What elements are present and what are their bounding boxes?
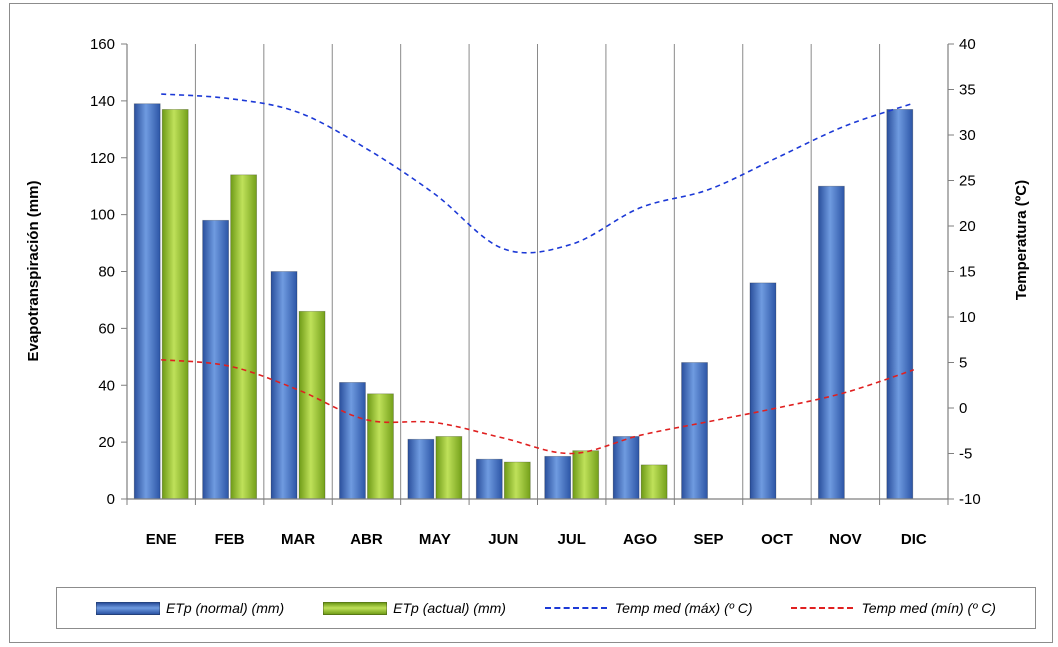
y-tick-label: 100 — [90, 207, 115, 224]
bar-etp-actual-ago — [640, 464, 668, 500]
legend-label: ETp (normal) (mm) — [165, 600, 285, 616]
legend-label: ETp (actual) (mm) — [393, 600, 506, 616]
y-tick-label: 60 — [98, 320, 115, 337]
y-tick-label: 0 — [107, 491, 115, 508]
bar-etp-normal-jun — [475, 458, 503, 500]
line-temp-min — [161, 358, 915, 455]
y2-tick-label: 35 — [959, 82, 976, 99]
bar-etp-actual-ene — [161, 109, 189, 500]
x-tick-label: MAY — [419, 531, 451, 548]
y-tick-label: 80 — [98, 264, 115, 281]
y2-tick-label: 40 — [959, 36, 976, 53]
y-axis-title: Evapotranspiración (mm) — [25, 181, 42, 362]
x-tick-label: MAR — [281, 531, 315, 548]
bar-etp-normal-sep — [681, 362, 708, 500]
bar-etp-normal-dic — [886, 109, 914, 500]
bar-etp-actual-feb — [230, 174, 258, 500]
y2-tick-label: 10 — [959, 309, 976, 326]
bar-etp-normal-ago — [612, 436, 640, 500]
chart-legend: ETp (normal) (mm) ETp (actual) (mm) Temp m… — [56, 587, 1036, 629]
bar-etp-actual-mar — [298, 310, 326, 500]
legend-label: Temp med (mín) (º C) — [861, 600, 996, 616]
y2-tick-label: 20 — [959, 218, 976, 235]
bar-etp-normal-ene — [133, 103, 161, 500]
x-tick-label: SEP — [694, 531, 724, 548]
y2-tick-label: 25 — [959, 173, 976, 190]
x-tick-label: OCT — [761, 531, 793, 548]
y-tick-label: 20 — [98, 434, 115, 451]
legend-item: ETp (normal) (mm) — [95, 600, 285, 616]
bar-etp-actual-may — [435, 436, 463, 500]
y-tick-label: 160 — [90, 36, 115, 53]
y-tick-label: 140 — [90, 93, 115, 110]
legend-swatch — [95, 601, 160, 615]
y2-tick-label: -5 — [959, 446, 972, 463]
bar-etp-normal-jul — [544, 455, 572, 500]
bar-etp-actual-jul — [572, 450, 600, 500]
legend-item: Temp med (máx) (º C) — [544, 600, 753, 616]
x-tick-label: JUL — [558, 531, 586, 548]
bar-etp-normal-oct — [749, 282, 777, 500]
bar-etp-normal-abr — [339, 382, 366, 500]
legend-swatch — [791, 607, 854, 609]
bar-etp-normal-feb — [202, 219, 230, 500]
bar-etp-actual-abr — [367, 393, 394, 500]
y-tick-label: 40 — [98, 377, 115, 394]
x-tick-label: NOV — [829, 531, 862, 548]
x-tick-label: ENE — [146, 531, 177, 548]
y2-tick-label: 0 — [959, 400, 967, 417]
bar-etp-normal-mar — [270, 271, 298, 500]
line-temp-max — [161, 93, 915, 254]
x-tick-label: AGO — [623, 531, 658, 548]
y-tick-label: 120 — [90, 150, 115, 167]
legend-swatch — [544, 607, 607, 609]
x-tick-label: ABR — [350, 531, 383, 548]
y2-axis-title: Temperatura (ºC) — [1013, 180, 1030, 300]
y2-tick-label: 5 — [959, 355, 967, 372]
legend-item: ETp (actual) (mm) — [323, 600, 506, 616]
bar-etp-actual-jun — [503, 461, 531, 500]
x-tick-label: JUN — [488, 531, 518, 548]
y2-tick-label: 30 — [959, 127, 976, 144]
y2-tick-label: -10 — [959, 491, 981, 508]
bar-etp-normal-may — [407, 438, 435, 500]
y2-tick-label: 15 — [959, 264, 976, 281]
x-tick-label: FEB — [215, 531, 245, 548]
legend-label: Temp med (máx) (º C) — [614, 600, 753, 616]
legend-item: Temp med (mín) (º C) — [791, 600, 996, 616]
legend-swatch — [323, 601, 388, 615]
x-tick-label: DIC — [901, 531, 927, 548]
bar-etp-normal-nov — [817, 185, 845, 500]
